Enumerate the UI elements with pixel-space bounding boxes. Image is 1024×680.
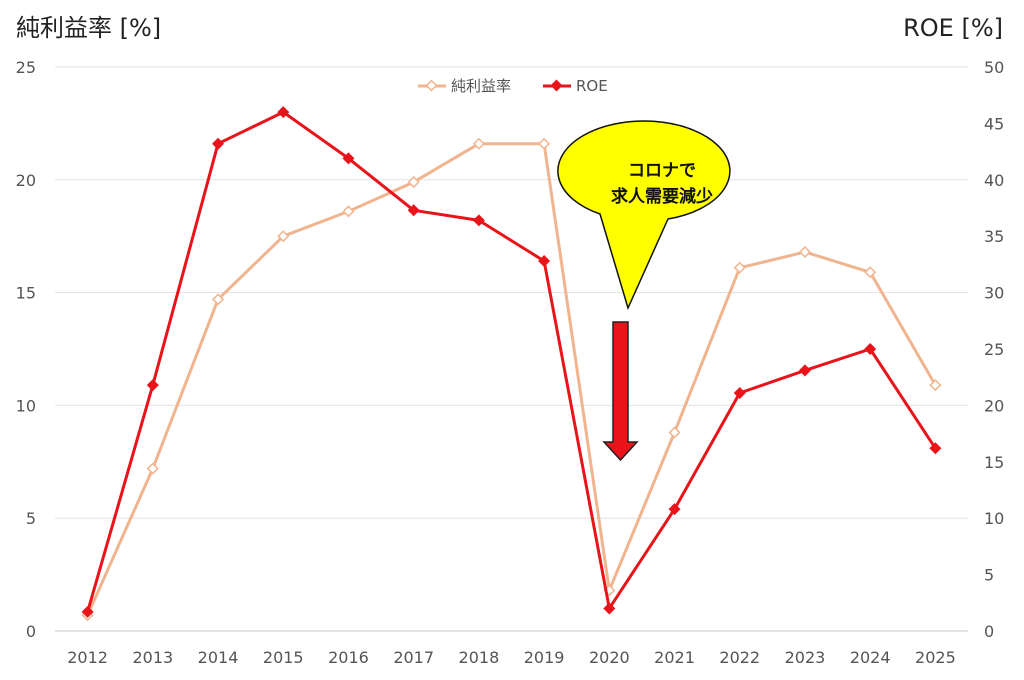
right-tick-label: 25 [984, 340, 1004, 359]
series-lines [81, 106, 942, 622]
data-point [81, 605, 94, 618]
data-point [798, 364, 811, 377]
callout-line-2: 求人需要減少 [611, 186, 713, 207]
x-tick-label: 2015 [263, 648, 304, 667]
left-tick-label: 10 [16, 396, 36, 415]
data-point [603, 602, 616, 615]
x-tick-label: 2024 [850, 648, 891, 667]
right-tick-label: 5 [984, 566, 994, 585]
right-tick-label: 45 [984, 114, 1004, 133]
left-tick-label: 20 [16, 171, 36, 190]
data-point [472, 214, 485, 227]
data-point [668, 426, 681, 439]
down-arrow-icon [602, 321, 639, 462]
right-axis-title: ROE [%] [903, 14, 1003, 42]
data-point [929, 379, 942, 392]
annotation: コロナで 求人需要減少 [557, 120, 731, 462]
x-tick-label: 2022 [719, 648, 760, 667]
gridlines [55, 66, 968, 632]
data-point [212, 293, 225, 306]
legend-label-roe: ROE [576, 77, 608, 95]
x-axis-ticks: 2012 2013 2014 2015 2016 2017 2018 2019 2020 2021… [67, 648, 956, 667]
x-tick-label: 2025 [915, 648, 956, 667]
x-tick-label: 2012 [67, 648, 108, 667]
right-tick-label: 10 [984, 509, 1004, 528]
data-point [538, 137, 551, 150]
data-point [798, 245, 811, 259]
right-tick-label: 30 [984, 284, 1004, 303]
left-tick-label: 5 [26, 509, 36, 528]
data-point [342, 152, 355, 165]
legend-label-profit-margin: 純利益率 [451, 77, 511, 95]
x-tick-label: 2018 [459, 648, 500, 667]
data-point [538, 255, 551, 268]
series-line-1 [86, 110, 937, 613]
x-tick-label: 2023 [785, 648, 826, 667]
legend: 純利益率 ROE [418, 77, 608, 95]
left-tick-label: 25 [16, 58, 36, 77]
data-point [146, 462, 159, 475]
left-tick-label: 15 [16, 284, 36, 303]
x-tick-label: 2021 [654, 648, 695, 667]
data-point [342, 205, 355, 218]
left-axis-title: 純利益率 [%] [16, 14, 161, 42]
data-point [277, 106, 290, 119]
right-tick-label: 35 [984, 227, 1004, 246]
data-point [864, 342, 877, 356]
right-tick-label: 20 [984, 396, 1004, 415]
data-point [472, 137, 485, 150]
right-tick-label: 50 [984, 58, 1004, 77]
right-tick-label: 40 [984, 171, 1004, 190]
data-point [407, 204, 420, 217]
callout-line-1: コロナで [628, 161, 696, 181]
data-point [733, 386, 746, 400]
data-point [668, 503, 681, 516]
series-line-0 [86, 142, 937, 616]
data-point [733, 261, 746, 274]
left-axis-ticks: 0 5 10 15 20 25 [16, 58, 36, 641]
right-tick-label: 15 [984, 453, 1004, 472]
right-axis-ticks: 0 5 10 15 20 25 30 35 40 45 50 [984, 58, 1004, 641]
data-point [929, 442, 942, 455]
data-point [146, 379, 159, 392]
data-point [277, 230, 290, 243]
x-tick-label: 2017 [393, 648, 434, 667]
x-tick-label: 2014 [198, 648, 239, 667]
x-tick-label: 2019 [524, 648, 565, 667]
right-tick-label: 0 [984, 622, 994, 641]
callout-bubble [557, 120, 731, 311]
data-point [212, 137, 225, 150]
data-point [864, 266, 877, 279]
legend-marker-roe [550, 79, 563, 92]
data-point [407, 176, 420, 189]
x-tick-label: 2016 [328, 648, 369, 667]
x-tick-label: 2020 [589, 648, 630, 667]
legend-marker-profit-margin [425, 79, 438, 92]
left-tick-label: 0 [26, 622, 36, 641]
x-tick-label: 2013 [132, 648, 173, 667]
